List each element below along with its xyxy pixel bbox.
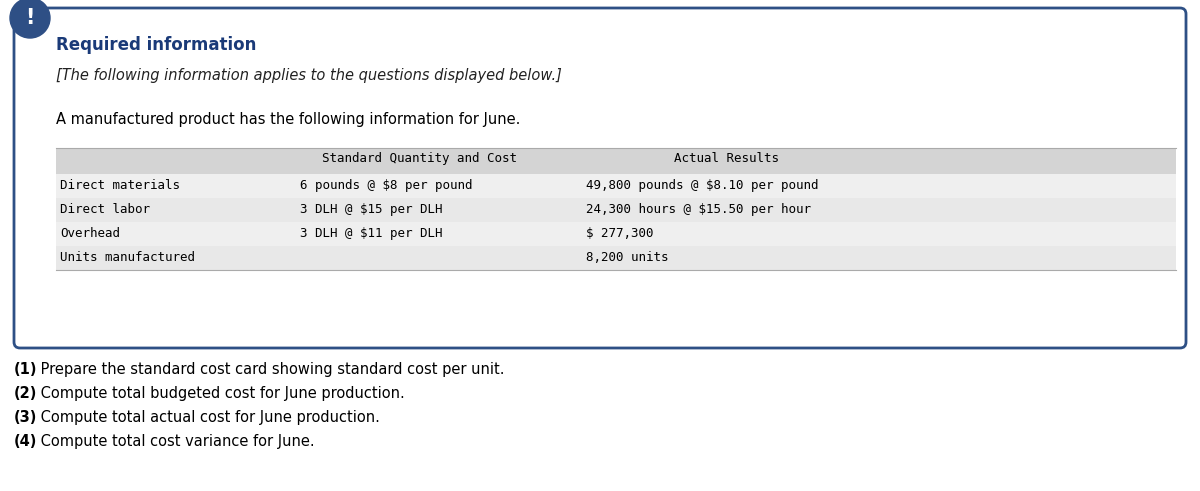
Text: 24,300 hours @ $15.50 per hour: 24,300 hours @ $15.50 per hour [586, 203, 811, 216]
Text: 3 DLH @ $11 per DLH: 3 DLH @ $11 per DLH [300, 227, 443, 240]
Text: Compute total actual cost for June production.: Compute total actual cost for June produ… [36, 410, 379, 425]
Text: Units manufactured: Units manufactured [60, 251, 194, 264]
Text: Overhead: Overhead [60, 227, 120, 240]
Text: (3): (3) [14, 410, 37, 425]
Text: A manufactured product has the following information for June.: A manufactured product has the following… [56, 112, 521, 127]
Circle shape [10, 0, 50, 38]
Bar [56, 174, 1176, 198]
Text: Standard Quantity and Cost: Standard Quantity and Cost [323, 152, 517, 165]
Text: Prepare the standard cost card showing standard cost per unit.: Prepare the standard cost card showing s… [36, 362, 504, 377]
Text: 6 pounds @ $8 per pound: 6 pounds @ $8 per pound [300, 179, 473, 192]
Text: (4): (4) [14, 434, 37, 449]
Text: Direct materials: Direct materials [60, 179, 180, 192]
Text: 3 DLH @ $15 per DLH: 3 DLH @ $15 per DLH [300, 203, 443, 216]
Text: 8,200 units: 8,200 units [586, 251, 668, 264]
Text: Compute total budgeted cost for June production.: Compute total budgeted cost for June pro… [36, 386, 404, 401]
Text: Direct labor: Direct labor [60, 203, 150, 216]
Bar [56, 222, 1176, 246]
Text: (1): (1) [14, 362, 37, 377]
Bar [56, 198, 1176, 222]
Text: Actual Results: Actual Results [673, 152, 779, 165]
Bar [56, 148, 1176, 174]
Text: Required information: Required information [56, 36, 257, 54]
FancyBboxPatch shape [14, 8, 1186, 348]
Text: 49,800 pounds @ $8.10 per pound: 49,800 pounds @ $8.10 per pound [586, 179, 818, 192]
Text: (2): (2) [14, 386, 37, 401]
Bar [56, 246, 1176, 270]
Text: !: ! [25, 8, 35, 28]
Text: $ 277,300: $ 277,300 [586, 227, 654, 240]
Text: Compute total cost variance for June.: Compute total cost variance for June. [36, 434, 314, 449]
Text: [The following information applies to the questions displayed below.]: [The following information applies to th… [56, 68, 562, 83]
